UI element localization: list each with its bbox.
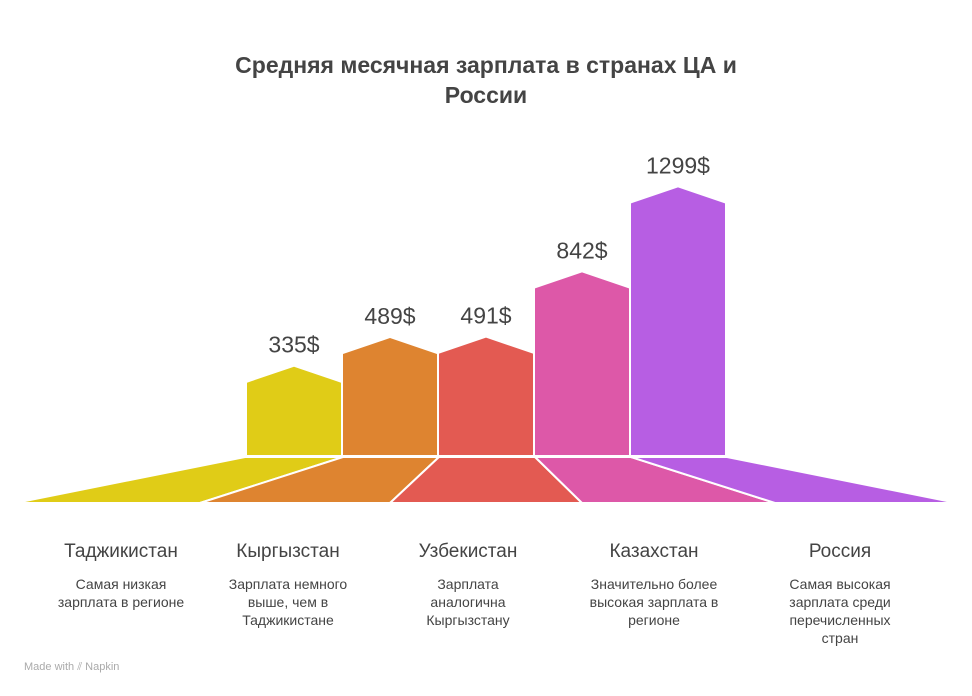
floor-segment-4 bbox=[630, 456, 958, 504]
chart-title-line-1: Средняя месячная зарплата в странах ЦА и bbox=[235, 52, 737, 78]
category-description: Значительно более высокая зарплата в рег… bbox=[589, 576, 719, 628]
category-name: Таджикистан bbox=[64, 541, 178, 562]
value-label: 489$ bbox=[364, 303, 415, 329]
category-description: Самая низкая зарплата в регионе bbox=[57, 576, 185, 610]
category-name: Кыргызстан bbox=[236, 541, 340, 562]
bar-0 bbox=[247, 366, 341, 455]
value-label: 335$ bbox=[268, 332, 319, 358]
value-label: 1299$ bbox=[646, 152, 710, 178]
napkin-watermark: Made with ⫽ Napkin bbox=[24, 661, 119, 674]
category-description: Зарплата немного выше, чем в Таджикистан… bbox=[228, 576, 348, 628]
category-4: Россия Самая высокая зарплата среди переч… bbox=[745, 541, 935, 647]
chart-title: Средняя месячная зарплата в странах ЦА и… bbox=[0, 50, 972, 110]
category-name: Казахстан bbox=[609, 541, 699, 562]
bar-2 bbox=[439, 337, 533, 455]
chart-title-line-2: России bbox=[444, 82, 528, 108]
value-label: 491$ bbox=[460, 303, 511, 329]
bar-4 bbox=[631, 187, 725, 456]
napkin-brand-text: Napkin bbox=[85, 661, 120, 673]
category-0: Таджикистан Самая низкая зарплата в регио… bbox=[26, 541, 216, 611]
category-name: Россия bbox=[808, 541, 872, 562]
category-1: Кыргызстан Зарплата немного выше, чем в Т… bbox=[193, 541, 383, 629]
category-name: Узбекистан bbox=[418, 541, 518, 562]
category-3: Казахстан Значительно более высокая зарпл… bbox=[559, 541, 749, 629]
napkin-logo-icon: ⫽ bbox=[77, 661, 83, 673]
bar-1 bbox=[343, 338, 437, 455]
made-with-text: Made with bbox=[24, 661, 75, 673]
category-description: Самая высокая зарплата среди перечисленн… bbox=[789, 576, 891, 646]
category-2: Узбекистан Зарплата аналогична Кыргызстан… bbox=[373, 541, 563, 629]
chart-area: 335$ 489$ 491$ 842$ 1299$ bbox=[14, 152, 958, 504]
value-label: 842$ bbox=[556, 237, 607, 263]
category-description: Зарплата аналогична Кыргызстану bbox=[426, 576, 510, 628]
bar-3 bbox=[535, 272, 629, 455]
